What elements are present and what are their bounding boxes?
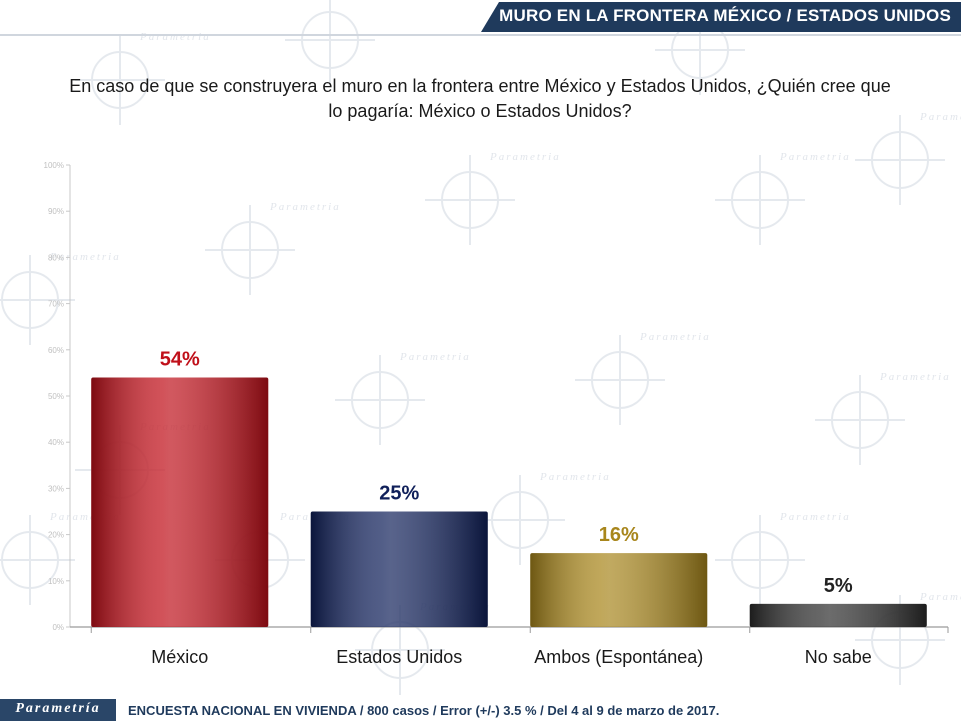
data-label-2: 16% — [599, 524, 639, 546]
svg-text:Parametria: Parametria — [539, 471, 611, 483]
category-label-2: Ambos (Espontánea) — [534, 647, 703, 667]
footer-logo-box — [0, 699, 116, 721]
watermark-motif: Parametria — [715, 511, 851, 605]
watermark-motif: Parametria — [0, 251, 121, 345]
svg-text:Parametria: Parametria — [49, 251, 121, 263]
watermark-motif: Parametria — [715, 151, 851, 245]
watermark-motif: Parametria — [855, 111, 961, 205]
watermark-motif: Parametria — [335, 351, 471, 445]
header-band — [481, 2, 961, 32]
watermark-motif: Parametria — [205, 201, 341, 295]
y-tick-label: 0% — [52, 623, 64, 632]
question-line-2: lo pagaría: México o Estados Unidos? — [328, 101, 632, 121]
y-tick-label: 60% — [48, 346, 64, 355]
data-label-1: 25% — [379, 483, 419, 505]
y-tick-label: 90% — [48, 207, 64, 216]
y-tick-label: 40% — [48, 438, 64, 447]
y-tick-label: 50% — [48, 392, 64, 401]
y-tick-label: 10% — [48, 577, 64, 586]
data-label-3: 5% — [824, 575, 853, 597]
watermark-motif: Parametria — [285, 0, 421, 85]
y-tick-label: 20% — [48, 531, 64, 540]
bar-shading-0 — [91, 377, 269, 627]
bar-shading-1 — [310, 511, 488, 627]
watermark-motif: Parametria — [475, 471, 611, 565]
footer-logo: Parametría — [15, 701, 101, 716]
svg-text:Parametria: Parametria — [269, 201, 341, 213]
y-tick-label: 80% — [48, 253, 64, 262]
watermark-motif: Parametria — [575, 331, 711, 425]
question-text: En caso de que se construyera el muro en… — [30, 74, 930, 124]
header-title: MURO EN LA FRONTERA MÉXICO / ESTADOS UNI… — [499, 6, 951, 25]
category-label-0: México — [151, 647, 208, 667]
y-tick-label: 100% — [44, 161, 64, 170]
svg-text:Parametria: Parametria — [779, 151, 851, 163]
svg-text:Parametria: Parametria — [399, 351, 471, 363]
svg-text:Parametria: Parametria — [919, 591, 961, 603]
watermark-motif: Parametria — [815, 371, 951, 465]
bar-shading-3 — [749, 603, 927, 627]
svg-text:Parametria: Parametria — [779, 511, 851, 523]
svg-text:Parametria: Parametria — [639, 331, 711, 343]
y-tick-label: 30% — [48, 484, 64, 493]
svg-text:Parametria: Parametria — [879, 371, 951, 383]
data-label-0: 54% — [160, 349, 200, 371]
footer-survey-note: ENCUESTA NACIONAL EN VIVIENDA / 800 caso… — [128, 703, 720, 718]
y-tick-label: 70% — [48, 300, 64, 309]
svg-text:Parametria: Parametria — [349, 0, 421, 3]
watermark-motif: Parametria — [855, 591, 961, 685]
watermark-motif: Parametria — [425, 151, 561, 245]
category-label-1: Estados Unidos — [336, 647, 462, 667]
question-line-1: En caso de que se construyera el muro en… — [69, 76, 891, 96]
bar-shading-2 — [530, 553, 708, 627]
header-divider — [0, 34, 961, 36]
header-bar: MURO EN LA FRONTERA MÉXICO / ESTADOS UNI… — [0, 0, 961, 34]
category-label-3: No sabe — [805, 647, 872, 667]
svg-text:Parametria: Parametria — [919, 111, 961, 123]
svg-text:Parametria: Parametria — [489, 151, 561, 163]
